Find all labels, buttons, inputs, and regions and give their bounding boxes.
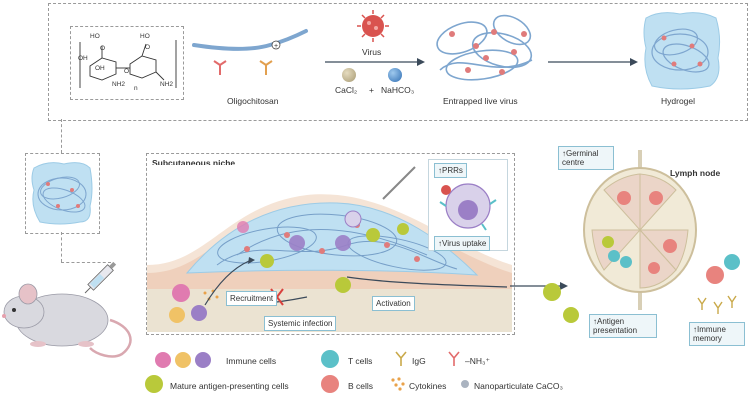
niche-frame	[146, 153, 515, 335]
oligochitosan-label: Oligochitosan	[227, 96, 279, 106]
legend-b-cell-swatch	[321, 375, 339, 393]
process-arrow-1	[325, 58, 425, 66]
oligochitosan-structure	[79, 40, 177, 88]
legend-cytokines: Cytokines	[409, 381, 447, 391]
legend-mature-apc-swatch	[145, 375, 163, 393]
entrapped-virus-network	[436, 14, 533, 81]
niche-title: Subcutaneous niche	[152, 158, 236, 168]
hydrogel-inset	[31, 162, 93, 225]
prr-cell-icon	[439, 183, 497, 231]
chem-label-o-1: O	[100, 45, 106, 52]
connector-line	[61, 119, 62, 153]
germinal-centre-label: ↑Germinal centre	[558, 146, 614, 171]
prrs-label: ↑PRRs	[434, 163, 467, 179]
process-arrow-2	[548, 58, 638, 66]
chem-label-nh2-1: NH2	[112, 81, 126, 88]
mouse-illustration	[2, 283, 132, 358]
recruitment-label: Recruitment	[226, 291, 278, 307]
mature-apc-migrating	[543, 283, 561, 301]
chem-label-nh2-2: NH2	[160, 81, 174, 88]
legend-mature-apc: Mature antigen-presenting cells	[170, 381, 289, 391]
chem-label-o-3: O	[145, 44, 151, 51]
antigen-presentation-label: ↑Antigen presentation	[589, 314, 657, 339]
chem-label-ho-2: HO	[140, 33, 150, 40]
legend-igg: IgG	[412, 356, 426, 366]
hydrogel-label: Hydrogel	[661, 96, 696, 106]
legend-t-cell-swatch	[321, 350, 339, 368]
mature-apc-migrating-2	[563, 307, 579, 323]
antigen-presentation-text: ↑Antigen presentation	[593, 317, 638, 336]
chem-label-oh-1: OH	[95, 65, 105, 72]
virus-uptake-label: ↑Virus uptake	[434, 236, 491, 252]
lymph-node-illustration	[583, 150, 697, 310]
oligochitosan-strand: +	[192, 29, 308, 75]
nahco3-particle	[388, 68, 402, 82]
inset-dashed-line	[61, 232, 62, 262]
hydrogel-block	[643, 12, 721, 90]
top-panel-frame	[48, 3, 748, 121]
legend-b-cells: B cells	[348, 381, 374, 391]
svg-text:+: +	[274, 43, 278, 50]
legend-caco3: Nanoparticulate CaCO₃	[474, 381, 563, 391]
legend-immune-cells: Immune cells	[226, 356, 277, 366]
cacl2-label: CaCl₂	[335, 85, 358, 95]
immune-memory-text: ↑Immune memory	[693, 325, 726, 344]
virus-label: Virus	[362, 47, 382, 57]
legend-t-cells: T cells	[348, 356, 373, 366]
inset-dashed-line-2	[61, 262, 111, 263]
legend-cytokines-icon	[391, 377, 405, 391]
legend-nh3-icon	[448, 351, 460, 366]
legend-caco3-swatch	[461, 380, 469, 388]
chemical-structure-frame	[70, 26, 184, 100]
legend-immune-cell-3	[195, 352, 211, 368]
igg-antibodies	[697, 295, 737, 314]
legend-nh3: –NH₃⁺	[465, 356, 490, 366]
nahco3-label: NaHCO₃	[381, 85, 415, 95]
virus-particle-icon	[357, 10, 389, 42]
legend-immune-cell-2	[175, 352, 191, 368]
immune-memory-label: ↑Immune memory	[689, 322, 745, 347]
hydrogel-inset-frame	[25, 153, 100, 234]
entrapped-virus-label: Entrapped live virus	[443, 96, 518, 106]
chem-label-o-2: O	[124, 68, 130, 75]
plus-label: +	[369, 85, 374, 95]
lymph-node-title: Lymph node	[670, 168, 721, 178]
legend-igg-icon	[395, 351, 407, 366]
chem-label-ho-1: HO	[90, 33, 100, 40]
systemic-infection-label: Systemic infection	[264, 316, 337, 332]
cacl2-particle	[342, 68, 356, 82]
syringe-icon	[84, 261, 117, 294]
memory-b-cell	[706, 266, 724, 284]
chem-label-oh-2: OH	[78, 55, 88, 62]
chem-subscript-n: n	[134, 85, 138, 92]
germinal-centre-text: ↑Germinal centre	[562, 149, 599, 168]
legend-immune-cell-1	[155, 352, 171, 368]
activation-label: Activation	[372, 296, 415, 312]
memory-t-cell	[724, 254, 740, 270]
